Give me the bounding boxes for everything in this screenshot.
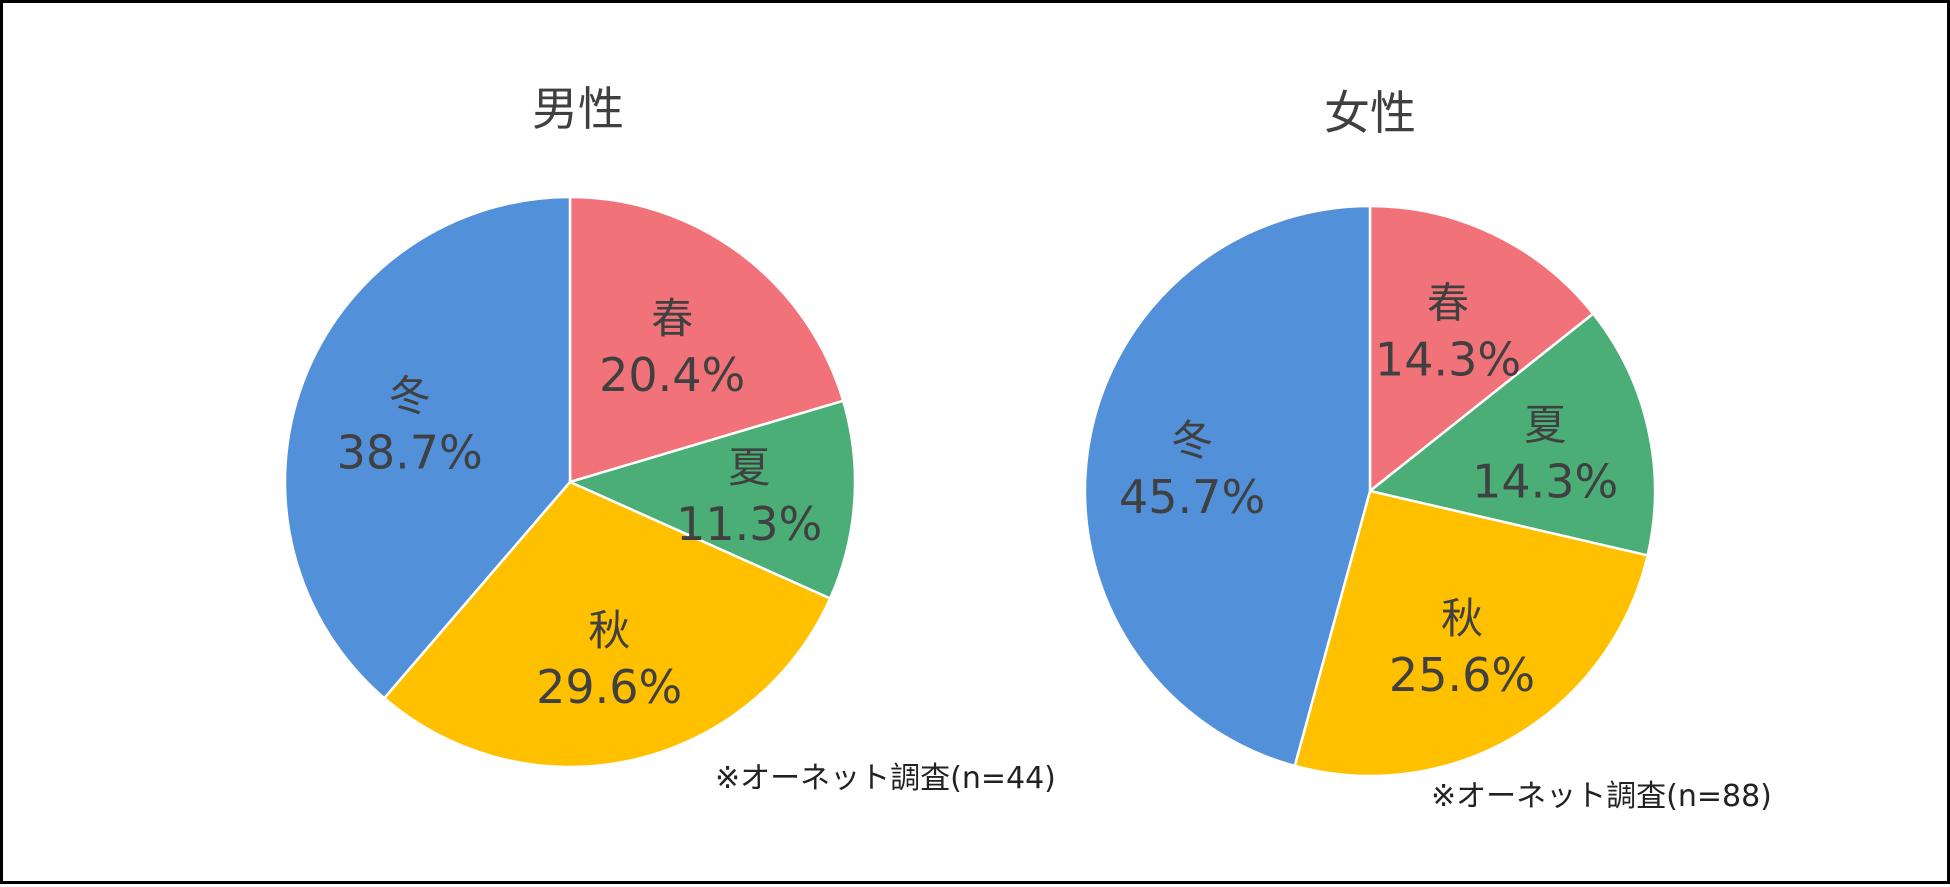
slice-category-label: 夏: [728, 443, 770, 492]
slice-value-label: 11.3%: [676, 497, 822, 551]
pie-slice-summer: [566, 399, 857, 601]
slice-category-label: 秋: [1441, 594, 1483, 643]
pie-slice-autumn: [1293, 489, 1650, 778]
slice-value-label: 14.3%: [1375, 332, 1521, 386]
slice-value-label: 29.6%: [536, 660, 682, 714]
slice-category-label: 冬: [389, 372, 431, 421]
pie-charts: 男性 春 20.4% 夏 11.3% 秋 29.6% 冬 38.7% ※オーネット調査(n=4…: [283, 82, 1772, 814]
pie-slice-autumn: [382, 480, 832, 769]
slice-category-label: 冬: [1171, 416, 1213, 465]
slice-category-label: 夏: [1524, 401, 1566, 450]
pie-slice-winter: [1083, 204, 1372, 768]
slice-value-label: 25.6%: [1389, 648, 1535, 702]
pie-chart-male: 男性 春 20.4% 夏 11.3% 秋 29.6% 冬 38.7% ※オーネット調査(n=4…: [283, 82, 1056, 796]
slice-value-label: 20.4%: [599, 348, 745, 402]
chart-title: 男性: [532, 82, 624, 136]
pie-slice-spring: [568, 195, 845, 484]
slice-labels: 春14.3%夏14.3%秋25.6%冬45.7%: [1119, 278, 1618, 702]
slice-value-label: 14.3%: [1472, 455, 1618, 509]
slice-value-label: 38.7%: [337, 426, 483, 480]
survey-note: ※オーネット調査(n=44): [715, 761, 1056, 796]
slice-category-label: 秋: [588, 606, 630, 655]
pie-chart-female: 女性 春14.3%夏14.3%秋25.6%冬45.7% ※オーネット調査(n=8…: [1083, 86, 1772, 814]
slice-value-label: 45.7%: [1119, 470, 1265, 524]
slice-category-label: 春: [651, 294, 693, 343]
pie-slice-winter: [283, 195, 572, 700]
chart-title: 女性: [1324, 86, 1416, 140]
survey-note: ※オーネット調査(n=88): [1431, 779, 1772, 814]
slices: [1083, 204, 1657, 778]
slice-labels: 春 20.4% 夏 11.3% 秋 29.6% 冬 38.7%: [337, 294, 823, 714]
slice-category-label: 春: [1427, 278, 1469, 327]
pie-slice-spring: [1368, 204, 1595, 494]
slices: [283, 195, 857, 769]
pie-slice-summer: [1367, 311, 1657, 557]
